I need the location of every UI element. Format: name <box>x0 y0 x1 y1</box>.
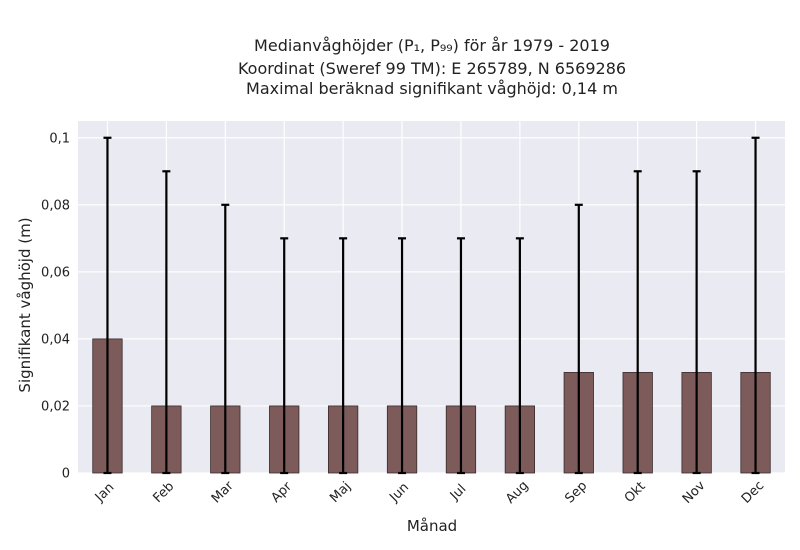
error-bar-jun <box>398 237 407 475</box>
x-tick-label: Okt <box>622 479 649 506</box>
x-tick-label: Maj <box>327 479 354 506</box>
x-tick-label: Sep <box>562 479 590 507</box>
chart-title-line-1: Medianvåghöjder (P₁, P₉₉) för år 1979 - … <box>254 36 610 55</box>
error-bar-feb <box>162 170 171 475</box>
y-axis-ticks: 0 0,02 0,04 0,06 0,08 0,1 <box>41 131 70 481</box>
error-bar-maj <box>339 237 348 475</box>
y-tick-label: 0 <box>62 467 70 482</box>
x-axis-ticks: Jan Feb Mar Apr Maj Jun Jul Aug Sep Okt Nov Dec <box>92 478 767 507</box>
x-tick-label: Jun <box>386 480 412 506</box>
x-axis-label: Månad <box>407 517 457 535</box>
x-tick-label: Dec <box>739 478 767 506</box>
y-tick-label: 0,02 <box>41 399 70 414</box>
x-tick-label: Apr <box>268 479 295 506</box>
error-bar-apr <box>280 237 289 475</box>
error-bar-okt <box>633 170 642 475</box>
y-tick-label: 0,1 <box>49 131 70 146</box>
chart-title-line-2: Koordinat (Sweref 99 TM): E 265789, N 65… <box>238 59 626 78</box>
x-tick-label: Nov <box>680 478 709 507</box>
plot-area <box>78 121 785 473</box>
x-tick-label: Feb <box>150 479 177 506</box>
error-bar-mar <box>221 203 230 475</box>
chart-title: Medianvåghöjder (P₁, P₉₉) för år 1979 - … <box>238 36 626 98</box>
error-bar-jan <box>103 136 112 475</box>
y-tick-label: 0,08 <box>41 198 70 213</box>
error-bar-jul <box>456 237 465 475</box>
y-tick-label: 0,04 <box>41 332 70 347</box>
error-bar-dec <box>751 136 760 475</box>
error-bar-nov <box>692 170 701 475</box>
chart-title-line-3: Maximal beräknad signifikant våghöjd: 0,… <box>246 79 618 98</box>
error-bar-sep <box>574 203 583 475</box>
y-axis-label: Signifikant våghöjd (m) <box>16 217 34 392</box>
x-tick-label: Jul <box>447 482 469 504</box>
y-tick-label: 0,06 <box>41 265 70 280</box>
error-bar-aug <box>515 237 524 475</box>
x-tick-label: Mar <box>209 478 237 506</box>
x-tick-label: Aug <box>503 478 532 507</box>
error-bars <box>103 136 760 475</box>
x-tick-label: Jan <box>92 480 117 505</box>
